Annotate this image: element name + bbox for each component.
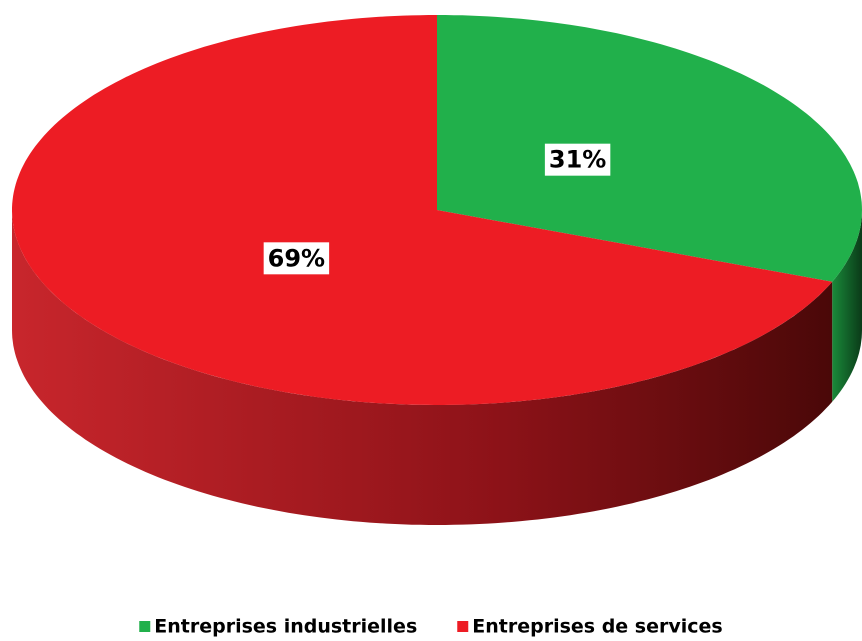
- legend-label: Entreprises de services: [472, 616, 722, 638]
- legend-swatch: [139, 621, 151, 632]
- pie-side: [12, 210, 833, 525]
- data-label: 31%: [549, 146, 606, 174]
- pie-slice: [12, 15, 833, 405]
- data-label-box: [544, 143, 611, 176]
- pie: 31% 69%: [12, 15, 862, 525]
- legend-label: Entreprises industrielles: [154, 616, 417, 638]
- data-label-box: [263, 242, 330, 275]
- pie-slice: [437, 15, 862, 282]
- legend-item: Entreprises industrielles: [139, 616, 417, 638]
- pie-side: [832, 210, 862, 402]
- legend: Entreprises industrielles Entreprises de …: [139, 616, 723, 638]
- data-label: 69%: [268, 244, 325, 272]
- legend-swatch: [457, 621, 469, 632]
- legend-item: Entreprises de services: [457, 616, 723, 638]
